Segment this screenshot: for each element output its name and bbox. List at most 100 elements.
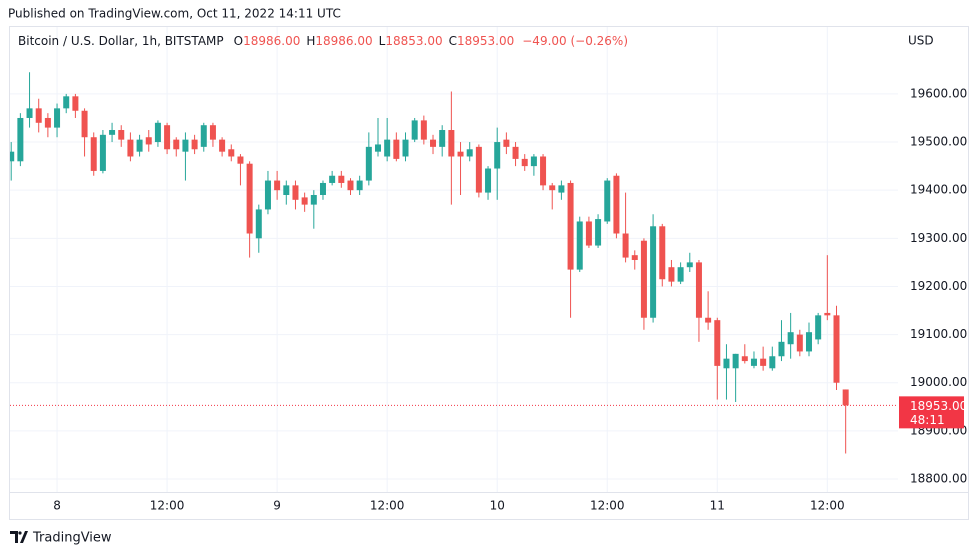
candle-body [640, 240, 647, 318]
x-tick-label: 10 [490, 499, 505, 513]
footer-brand: TradingView [32, 531, 112, 546]
candle-body [558, 185, 565, 193]
symbol-header: Bitcoin / U.S. Dollar, 1h, BITSTAMP O1898… [18, 34, 628, 48]
candle-body [274, 180, 281, 191]
candle-body [567, 182, 574, 270]
x-tick-label: 12:00 [590, 499, 625, 513]
candle-body [530, 156, 537, 167]
candle-body [485, 168, 492, 193]
candle-body [787, 332, 794, 345]
candle-body [732, 353, 739, 369]
candle-body [466, 149, 473, 157]
candle-body [118, 130, 125, 140]
candle-body [182, 139, 189, 152]
candle-body [503, 139, 510, 147]
candle-body [145, 137, 152, 145]
candles [10, 72, 849, 454]
candle-body [72, 96, 79, 111]
y-tick-label: 19300.00 [910, 231, 967, 245]
candle-body [44, 117, 51, 128]
candle-body [650, 226, 657, 318]
candle-body [805, 332, 812, 352]
candle-body [613, 175, 620, 234]
candle-body [63, 96, 70, 109]
candle-body [512, 146, 519, 159]
candle-body [356, 180, 363, 191]
candle-body [420, 120, 427, 140]
candle-body [705, 317, 712, 323]
candle-body [310, 194, 317, 205]
candle-body [695, 262, 702, 318]
candle-body [154, 122, 161, 143]
candle-body [457, 151, 464, 157]
candle-body [365, 146, 372, 181]
candle-body [283, 185, 290, 195]
candle-body [760, 358, 767, 366]
candle-body [264, 180, 271, 210]
candle-body [375, 144, 381, 152]
candle-body [549, 185, 556, 191]
candle-body [439, 130, 446, 147]
candle-body [750, 358, 757, 366]
candle-body [402, 139, 409, 157]
candle-body [90, 137, 97, 171]
y-tick-label: 19500.00 [910, 135, 967, 149]
ohlc-value: 18953.00 [457, 34, 514, 48]
candle-body [109, 130, 116, 135]
ohlc-value: 18986.00 [243, 34, 300, 48]
y-tick-label: 19200.00 [910, 279, 967, 293]
x-tick-label: 12:00 [370, 499, 405, 513]
candle-body [338, 175, 345, 183]
candle-body [769, 356, 776, 369]
candle-body [411, 120, 418, 140]
candle-body [99, 134, 106, 171]
y-tick-label: 19000.00 [910, 375, 967, 389]
ohlc-value: 18853.00 [385, 34, 442, 48]
candle-body [815, 315, 822, 340]
candle-body [521, 158, 528, 167]
candle-body [200, 125, 207, 147]
candle-body [228, 149, 235, 157]
candle-body [136, 139, 143, 152]
candle-body [209, 125, 216, 140]
candle-body [26, 108, 33, 118]
candle-body [595, 219, 602, 246]
x-tick-label: 11 [710, 499, 725, 513]
candle-body [246, 163, 253, 234]
candle-body [164, 125, 171, 150]
candle-body [604, 180, 611, 222]
candle-body [17, 117, 24, 162]
currency: USD [908, 34, 934, 48]
x-tick-label: 9 [273, 499, 281, 513]
candle-body [10, 151, 15, 162]
candle-body [347, 180, 354, 191]
x-tick-label: 12:00 [150, 499, 185, 513]
ohlc-key: L [379, 34, 386, 48]
x-tick-label: 8 [53, 499, 61, 513]
candle-body [384, 139, 391, 157]
candle-body [255, 209, 262, 239]
candle-body [833, 315, 840, 383]
candle-body [540, 156, 547, 186]
ohlc-key: C [449, 34, 457, 48]
candle-body [741, 356, 748, 362]
grid [10, 27, 898, 492]
y-tick-label: 19400.00 [910, 183, 967, 197]
candle-body [301, 197, 308, 205]
last-price-label: 18953.00 [910, 399, 967, 413]
symbol: Bitcoin / U.S. Dollar, 1h, BITSTAMP [18, 34, 224, 48]
x-tick-label: 12:00 [810, 499, 845, 513]
candle-body [127, 139, 134, 157]
candle-body [714, 320, 721, 366]
candle-body [622, 233, 629, 258]
candle-body [677, 267, 684, 282]
countdown: 48:11 [910, 413, 945, 427]
candle-body [448, 130, 455, 157]
candle-body [430, 139, 437, 147]
candle-body [576, 221, 583, 270]
candle-body [81, 110, 88, 138]
candle-body [54, 108, 61, 128]
y-tick-label: 19100.00 [910, 327, 967, 341]
candle-body [723, 358, 730, 369]
